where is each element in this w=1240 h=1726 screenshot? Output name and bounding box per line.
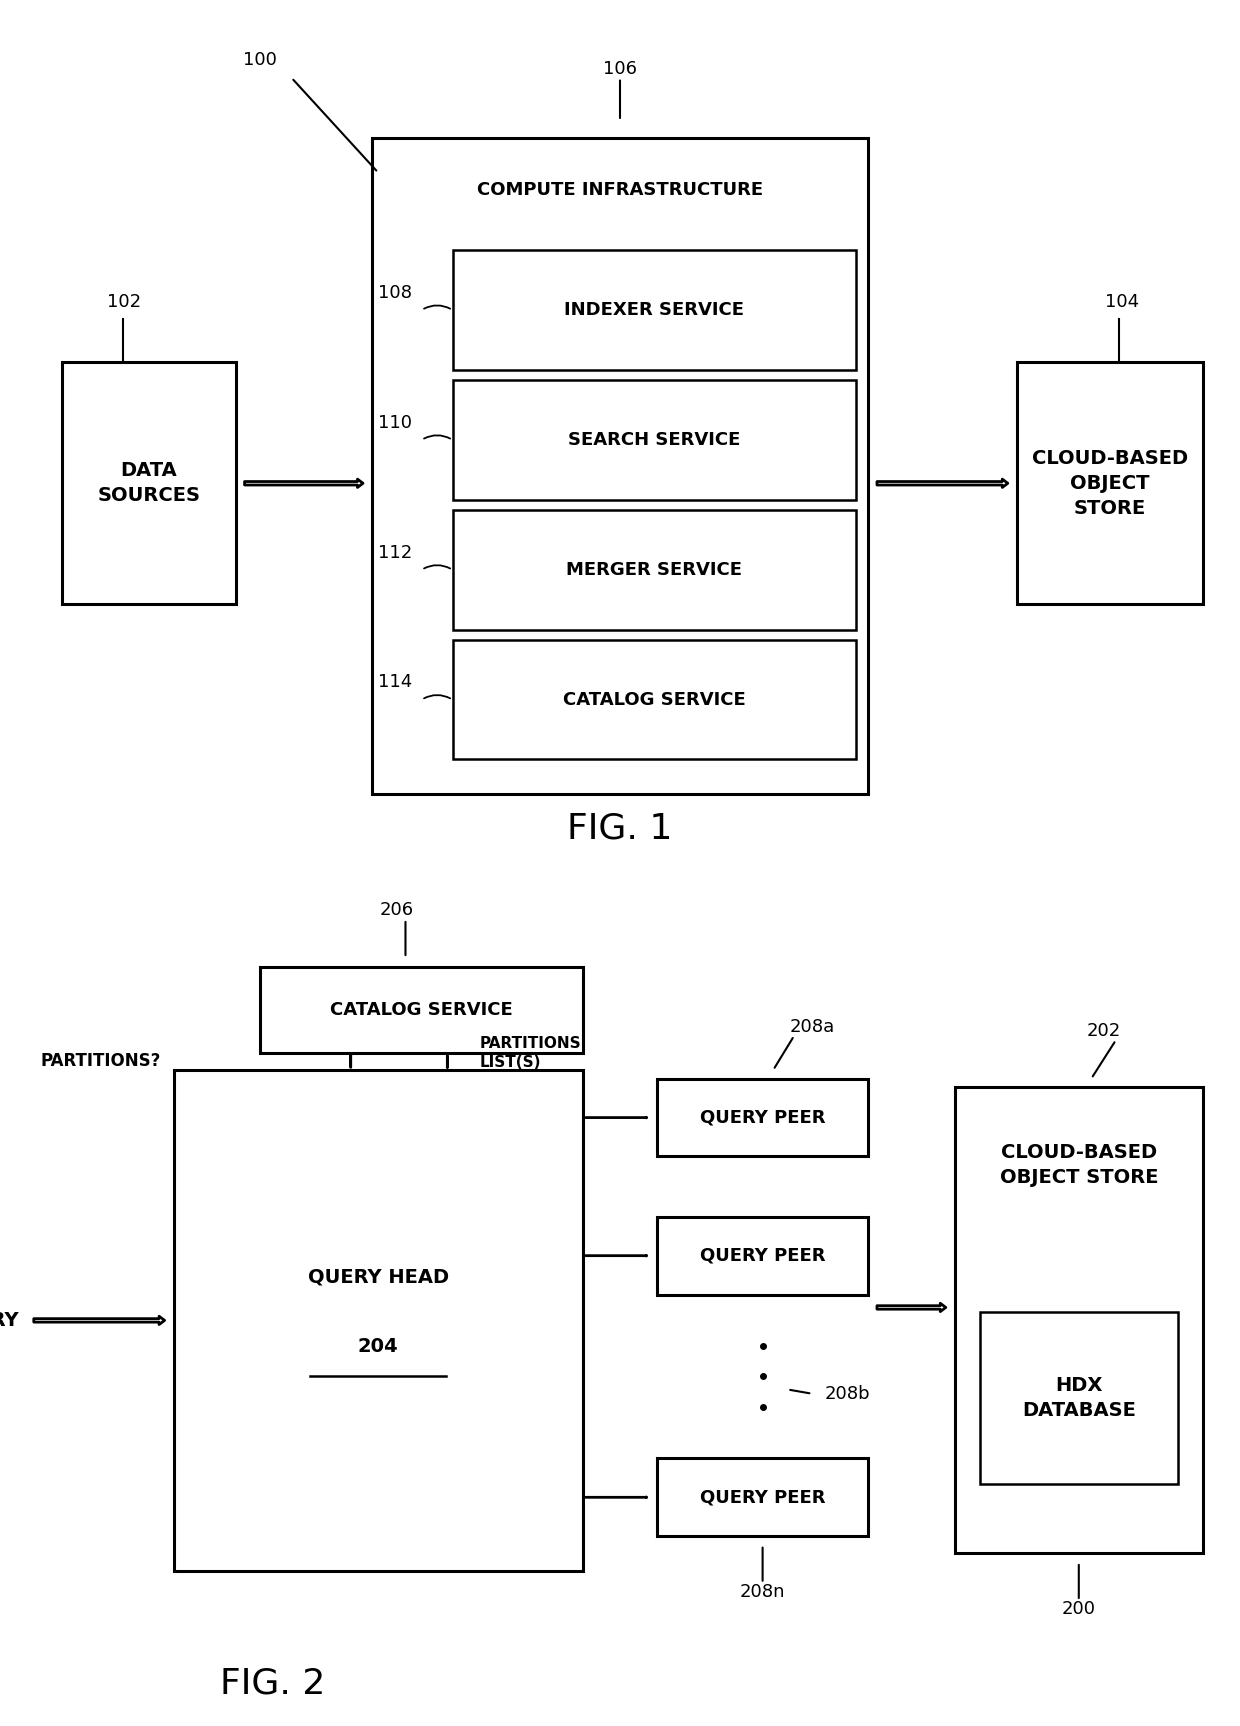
FancyBboxPatch shape	[453, 511, 856, 630]
Text: 204: 204	[358, 1336, 398, 1357]
Text: 112: 112	[378, 544, 413, 561]
Text: QUERY PEER: QUERY PEER	[699, 1488, 826, 1507]
Text: 108: 108	[378, 283, 412, 302]
Text: 208a: 208a	[790, 1018, 835, 1036]
Text: COMPUTE INFRASTRUCTURE: COMPUTE INFRASTRUCTURE	[477, 181, 763, 198]
Text: 104: 104	[1105, 293, 1140, 311]
Text: QUERY PEER: QUERY PEER	[699, 1246, 826, 1265]
FancyBboxPatch shape	[453, 250, 856, 369]
Text: 202: 202	[1086, 1022, 1121, 1041]
Text: 208n: 208n	[740, 1583, 785, 1602]
FancyBboxPatch shape	[260, 967, 583, 1053]
Text: DATA
SOURCES: DATA SOURCES	[97, 461, 201, 506]
Text: CLOUD-BASED
OBJECT
STORE: CLOUD-BASED OBJECT STORE	[1032, 449, 1188, 518]
Text: HDX
DATABASE: HDX DATABASE	[1022, 1376, 1136, 1420]
FancyBboxPatch shape	[372, 138, 868, 794]
FancyBboxPatch shape	[657, 1079, 868, 1156]
FancyBboxPatch shape	[62, 362, 236, 604]
Text: 106: 106	[603, 60, 637, 78]
FancyBboxPatch shape	[980, 1312, 1178, 1484]
Text: PARTITIONS?: PARTITIONS?	[41, 1053, 161, 1070]
FancyBboxPatch shape	[1017, 362, 1203, 604]
Text: CLOUD-BASED
OBJECT STORE: CLOUD-BASED OBJECT STORE	[999, 1143, 1158, 1187]
Text: CATALOG SERVICE: CATALOG SERVICE	[330, 1001, 513, 1018]
Text: QUERY: QUERY	[0, 1310, 19, 1331]
Text: 100: 100	[243, 52, 278, 69]
Text: 206: 206	[379, 901, 414, 920]
FancyBboxPatch shape	[657, 1217, 868, 1294]
Text: INDEXER SERVICE: INDEXER SERVICE	[564, 300, 744, 319]
FancyBboxPatch shape	[955, 1087, 1203, 1553]
Text: PARTITIONS
LIST(S): PARTITIONS LIST(S)	[480, 1036, 582, 1070]
FancyBboxPatch shape	[453, 640, 856, 759]
Text: SEARCH SERVICE: SEARCH SERVICE	[568, 432, 740, 449]
Text: 208b: 208b	[825, 1384, 870, 1403]
Text: 102: 102	[107, 293, 141, 311]
FancyBboxPatch shape	[453, 380, 856, 501]
Text: CATALOG SERVICE: CATALOG SERVICE	[563, 690, 745, 709]
Text: FIG. 2: FIG. 2	[221, 1666, 325, 1700]
Text: QUERY HEAD: QUERY HEAD	[308, 1267, 449, 1288]
Text: 114: 114	[378, 673, 413, 692]
FancyBboxPatch shape	[657, 1458, 868, 1536]
Text: 110: 110	[378, 414, 412, 432]
Text: QUERY PEER: QUERY PEER	[699, 1108, 826, 1127]
FancyBboxPatch shape	[174, 1070, 583, 1571]
Text: 200: 200	[1061, 1600, 1096, 1619]
Text: MERGER SERVICE: MERGER SERVICE	[567, 561, 742, 578]
Text: FIG. 1: FIG. 1	[568, 811, 672, 846]
